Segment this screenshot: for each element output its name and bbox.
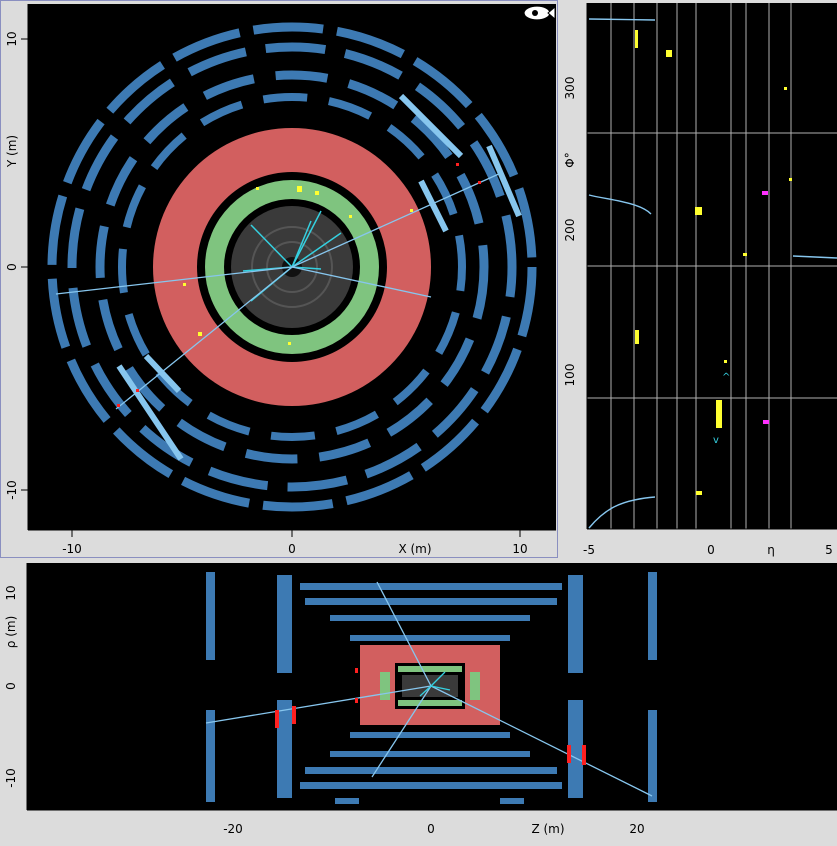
- muon-track: [291, 266, 432, 298]
- deposit: [784, 87, 787, 90]
- deposit: [183, 283, 186, 286]
- muon-chamber-highlight: [398, 93, 464, 159]
- hits-xy: [117, 163, 481, 407]
- deposit: [410, 209, 413, 212]
- deposit: [716, 400, 722, 428]
- track: [291, 266, 322, 270]
- phi-eta-view-panel[interactable]: ^ v -5 0 5 η 300 200 100 Φ°: [559, 0, 837, 558]
- muon-track: [55, 266, 293, 295]
- muon-curve: [588, 18, 656, 21]
- y-tick-label: 100: [563, 364, 577, 387]
- deposit: [315, 191, 319, 195]
- x-tick-label: 10: [512, 542, 527, 556]
- xy-view-svg[interactable]: -10 0 10 X (m) 10 0 -10 Y (m): [1, 1, 557, 557]
- x-tick-label: 20: [629, 822, 644, 836]
- y-tick-label: -10: [4, 768, 18, 788]
- svg-text:^: ^: [722, 372, 730, 383]
- rho-z-view-svg[interactable]: -20 0 20 Z (m) 10 0 -10 ρ (m): [0, 560, 837, 842]
- deposit: [666, 50, 672, 57]
- x-axis-label: η: [767, 543, 775, 557]
- deposit: [256, 187, 259, 190]
- muon-chamber-highlight: [486, 144, 522, 218]
- inner-detector-layer: [266, 241, 318, 293]
- phi-eta-missing-energy: [762, 191, 769, 424]
- svg-text:v: v: [713, 435, 719, 446]
- muon-chamber-highlight: [116, 364, 184, 461]
- muon-outer-ring: [47, 22, 537, 512]
- rho-z-view-panel[interactable]: -20 0 20 Z (m) 10 0 -10 ρ (m): [0, 560, 837, 842]
- muon-curve: [588, 194, 652, 215]
- y-tick-label: 300: [563, 77, 577, 100]
- phi-eta-view-svg[interactable]: ^ v -5 0 5 η 300 200 100 Φ°: [559, 0, 837, 558]
- muon-inner-ring: [118, 93, 466, 441]
- track: [291, 220, 312, 268]
- track: [291, 232, 342, 268]
- muon-chamber-highlight: [143, 353, 182, 394]
- phi-eta-deposits: [635, 30, 792, 495]
- hit: [456, 163, 459, 166]
- muon-spectrometer-xy: [47, 22, 537, 512]
- phi-eta-tracks: ^ v: [713, 372, 730, 446]
- deposit: [743, 253, 747, 256]
- y-tick-label: 10: [4, 585, 18, 600]
- phi-eta-curves: [588, 18, 837, 529]
- hits-rz: [275, 668, 586, 765]
- x-tick-label: -5: [583, 543, 595, 557]
- y-tick-label: 0: [4, 682, 18, 690]
- x-tick-label: 5: [825, 543, 833, 557]
- deposit: [696, 491, 702, 495]
- deposit: [724, 360, 727, 363]
- muon-spectrometer-rz: [206, 572, 657, 804]
- deposit: [288, 342, 291, 345]
- muon-mid-outer-ring: [67, 42, 517, 492]
- muon-track: [291, 172, 502, 268]
- phi-eta-grid: [587, 3, 837, 529]
- y-tick-label: 10: [5, 31, 19, 46]
- hit: [136, 389, 139, 392]
- inner-detector-layer: [251, 226, 333, 308]
- y-tick-label: 0: [5, 263, 19, 271]
- deposit: [635, 30, 638, 48]
- muon-tracks-xy: [55, 172, 502, 410]
- missing-energy-marker: [762, 191, 768, 195]
- hit: [478, 181, 481, 184]
- fish-eye-icon[interactable]: [523, 5, 556, 21]
- em-calorimeter-rz: [398, 700, 462, 706]
- muon-middle-ring: [95, 70, 489, 464]
- missing-energy-marker: [763, 420, 769, 424]
- deposit: [198, 332, 202, 336]
- em-calorimeter-rz: [398, 666, 462, 672]
- x-tick-label: 0: [707, 543, 715, 557]
- x-axis-label: X (m): [398, 542, 431, 556]
- deposit: [789, 178, 792, 181]
- y-tick-label: -10: [5, 480, 19, 500]
- track: [291, 210, 322, 268]
- muon-curve: [588, 496, 656, 529]
- energy-deposits-xy: [183, 186, 413, 345]
- x-tick-label: -20: [223, 822, 243, 836]
- xy-view-panel[interactable]: -10 0 10 X (m) 10 0 -10 Y (m): [0, 0, 558, 558]
- muon-track: [115, 266, 293, 410]
- y-axis-label: Φ°: [563, 152, 577, 167]
- hit: [117, 404, 120, 407]
- tracks-rz: [205, 581, 653, 797]
- x-tick-label: 0: [288, 542, 296, 556]
- x-axis-label: Z (m): [531, 822, 564, 836]
- deposit: [695, 207, 702, 215]
- deposit: [297, 186, 302, 192]
- track: [250, 224, 293, 268]
- y-tick-label: 200: [563, 219, 577, 242]
- muon-chamber-highlight: [418, 179, 449, 233]
- x-tick-label: 0: [427, 822, 435, 836]
- y-axis-label: Y (m): [5, 135, 19, 168]
- muon-curve: [792, 255, 837, 259]
- x-tick-label: -10: [62, 542, 82, 556]
- inner-tracks-rz: [419, 671, 451, 697]
- deposit: [349, 215, 352, 218]
- y-axis-label: ρ (m): [4, 616, 18, 648]
- deposit: [635, 330, 639, 344]
